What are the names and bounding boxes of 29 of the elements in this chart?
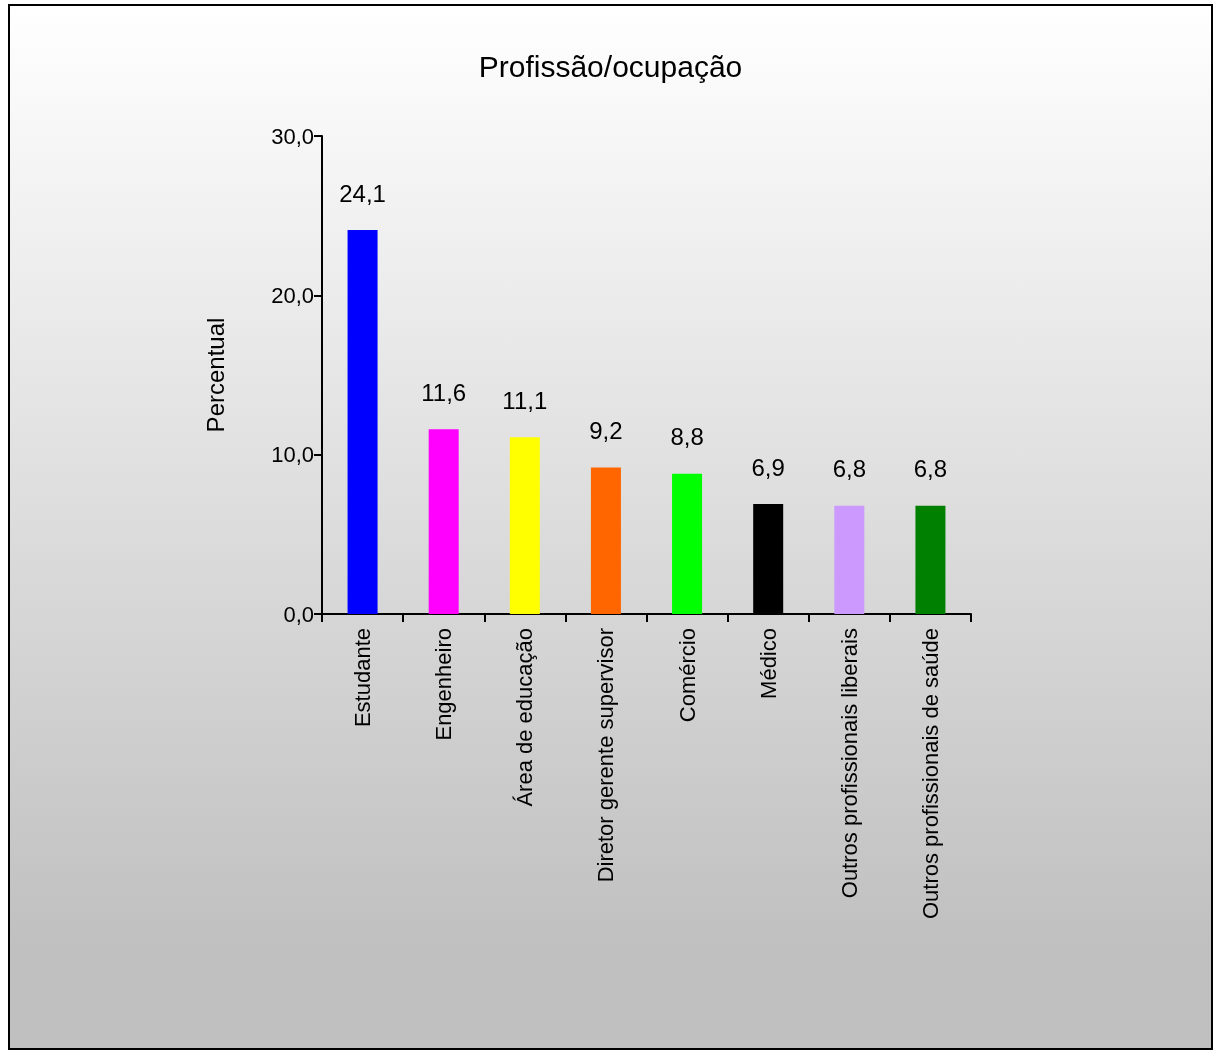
data-label: 6,8 bbox=[832, 455, 866, 483]
x-tick-label: Comércio bbox=[674, 628, 700, 723]
chart-title: Profissão/ocupação bbox=[478, 49, 743, 83]
x-tick-label: Engenheiro bbox=[431, 628, 457, 741]
bar bbox=[915, 505, 946, 614]
y-tick-label: 20,0 bbox=[271, 282, 314, 308]
data-label: 11,1 bbox=[502, 386, 548, 414]
data-label: 9,2 bbox=[589, 416, 623, 444]
bar bbox=[590, 467, 621, 614]
bar bbox=[509, 437, 540, 614]
x-tick-label: Área de educação bbox=[512, 628, 538, 807]
bar bbox=[428, 429, 459, 614]
x-tick-label: Outros profissionais liberais bbox=[836, 628, 862, 899]
bar bbox=[834, 505, 865, 614]
y-tick-label: 0,0 bbox=[283, 601, 314, 627]
bar bbox=[672, 473, 703, 614]
data-label: 11,6 bbox=[421, 378, 467, 406]
data-label: 8,8 bbox=[670, 423, 704, 451]
y-tick-label: 10,0 bbox=[271, 442, 314, 468]
x-tick-label: Outros profissionais de saúde bbox=[917, 628, 943, 920]
data-label: 6,8 bbox=[913, 455, 948, 483]
data-label: 24,1 bbox=[339, 179, 386, 207]
y-axis-title: Percentual bbox=[201, 317, 229, 433]
data-label: 6,9 bbox=[751, 453, 785, 481]
x-tick-label: Médico bbox=[755, 628, 781, 699]
bar bbox=[347, 230, 378, 614]
y-tick-label: 30,0 bbox=[271, 123, 314, 149]
x-tick-label: Diretor gerente supervisor bbox=[593, 628, 619, 883]
x-tick-label: Estudante bbox=[350, 628, 376, 728]
